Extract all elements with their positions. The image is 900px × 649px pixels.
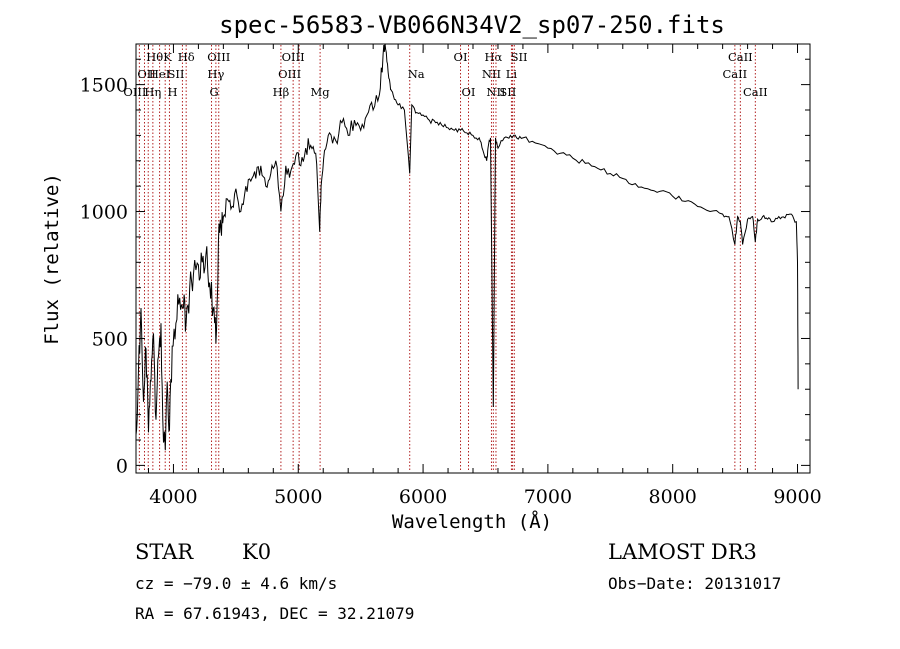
spectral-line-label: OII xyxy=(137,67,156,81)
spectral-line-label: CaII xyxy=(728,50,753,64)
x-tick-label: 4000 xyxy=(149,486,197,508)
spectral-line-label: G xyxy=(210,85,219,99)
y-axis-label: Flux (relative) xyxy=(41,173,63,345)
spectral-line-label: CaII xyxy=(743,85,768,99)
survey-name: LAMOST DR3 xyxy=(608,540,757,564)
y-tick-label: 500 xyxy=(92,328,128,350)
redshift-velocity: cz = −79.0 ± 4.6 km/s xyxy=(135,574,338,593)
y-tick-label: 1500 xyxy=(80,75,128,97)
object-subclass: K0 xyxy=(242,540,272,564)
spectral-line-label: K xyxy=(163,50,172,64)
spectral-line-label: SII xyxy=(499,85,516,99)
y-tick-label: 0 xyxy=(116,455,128,477)
spectral-line-label: HeI xyxy=(149,67,170,81)
spectral-line-label: CaII xyxy=(722,67,747,81)
spectral-line-label: OI xyxy=(462,85,476,99)
spectral-line-label: H xyxy=(167,85,177,99)
spectral-line-label: OIII xyxy=(123,85,146,99)
spectral-line-label: OIII xyxy=(207,50,230,64)
x-axis-label: Wavelength (Å) xyxy=(392,510,552,533)
axis-ticks: 4000 5000 6000 7000 8000 9000 0 500 1000 1500 xyxy=(80,44,822,508)
spectral-line-label: NII xyxy=(482,67,501,81)
plot-frame xyxy=(135,43,811,474)
observation-date: Obs−Date: 20131017 xyxy=(608,574,782,593)
spectral-line-label: OI xyxy=(454,50,468,64)
spectral-line-label: Hη xyxy=(144,85,161,99)
chart-title: spec-56583-VB066N34V2_sp07-250.fits xyxy=(219,11,725,39)
x-tick-label: 5000 xyxy=(274,486,322,508)
spectral-line-label: Hδ xyxy=(178,50,195,64)
x-tick-label: 6000 xyxy=(399,486,447,508)
spectral-line-label: OIII xyxy=(278,67,301,81)
spectral-line-label: OIII xyxy=(282,50,305,64)
x-tick-label: 8000 xyxy=(649,486,697,508)
spectral-line-label: NII xyxy=(486,85,505,99)
x-tick-label: 9000 xyxy=(773,486,821,508)
y-tick-label: 1000 xyxy=(80,202,128,224)
spectral-line-label: Hβ xyxy=(273,85,290,99)
spectrum-series xyxy=(136,44,799,451)
ra-dec-coordinates: RA = 67.61943, DEC = 32.21079 xyxy=(135,604,415,623)
spectral-line-label: SII xyxy=(511,50,528,64)
spectral-line-label: Na xyxy=(408,67,425,81)
spectral-line-label: Hα xyxy=(484,50,502,64)
spectral-line-label: Mg xyxy=(311,85,331,99)
object-class: STAR xyxy=(135,540,194,564)
spectral-line-label: SII xyxy=(167,67,184,81)
spectral-line-label: Hθ xyxy=(146,50,163,64)
spectral-line-label: Li xyxy=(506,67,518,81)
spectral-line-label: Hγ xyxy=(207,67,224,81)
x-tick-label: 7000 xyxy=(524,486,572,508)
spectrum-line xyxy=(136,44,799,451)
